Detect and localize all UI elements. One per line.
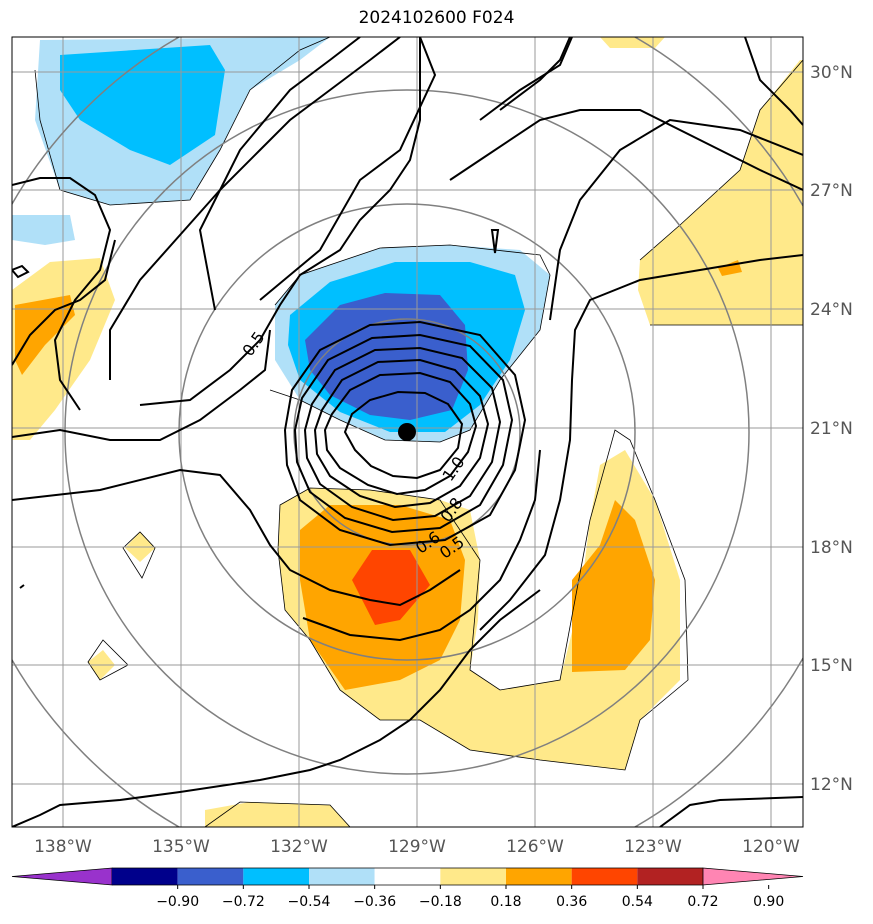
lon-label: 129°W xyxy=(388,837,446,857)
lon-label: 135°W xyxy=(152,837,210,857)
lon-label: 138°W xyxy=(34,837,92,857)
storm-center-marker xyxy=(398,423,416,441)
colorbar-tick-label: −0.90 xyxy=(156,894,199,910)
colorbar-swatch xyxy=(309,868,375,885)
colorbar-swatch xyxy=(506,868,572,885)
lat-label: 27°N xyxy=(810,181,853,201)
lat-label: 18°N xyxy=(810,538,853,558)
positive-shading xyxy=(12,37,803,827)
colorbar-tick-label: 0.18 xyxy=(490,894,521,910)
colorbar-tick-label: 0.36 xyxy=(556,894,587,910)
lon-label: 123°W xyxy=(624,837,682,857)
colorbar-swatch xyxy=(243,868,309,885)
colorbar-tick-label: 0.54 xyxy=(622,894,653,910)
colorbar-tick-label: 0.90 xyxy=(753,894,784,910)
colorbar-tick-label: −0.72 xyxy=(222,894,265,910)
colorbar: −0.90 −0.72 −0.54 −0.36 −0.18 0.18 0.36 0.54 0.7… xyxy=(11,867,804,910)
longitude-labels: 138°W 135°W 132°W 129°W 126°W 123°W 120°… xyxy=(34,837,800,857)
lat-label: 21°N xyxy=(810,419,853,439)
colorbar-tick-label: 0.72 xyxy=(687,894,718,910)
map-frame xyxy=(11,36,804,828)
lat-label: 12°N xyxy=(810,775,853,795)
map-title: 2024102600 F024 xyxy=(358,8,515,28)
colorbar-swatch xyxy=(440,868,506,885)
bold-contours xyxy=(12,37,803,827)
lon-label: 126°W xyxy=(506,837,564,857)
lat-label: 30°N xyxy=(810,63,853,83)
colorbar-swatch xyxy=(112,868,178,885)
colorbar-swatch xyxy=(374,868,441,885)
colorbar-swatch xyxy=(177,868,244,885)
negative-shading xyxy=(12,37,550,442)
colorbar-tick-label: −0.18 xyxy=(419,894,462,910)
lon-label: 132°W xyxy=(270,837,328,857)
lon-label: 120°W xyxy=(742,837,800,857)
colorbar-extend-high xyxy=(702,867,804,886)
latitude-labels: 30°N 27°N 24°N 21°N 18°N 15°N 12°N xyxy=(810,63,853,795)
colorbar-swatch xyxy=(637,868,703,885)
lat-label: 24°N xyxy=(810,300,853,320)
colorbar-extend-low xyxy=(11,867,113,886)
colorbar-tick-label: −0.54 xyxy=(288,894,331,910)
lat-label: 15°N xyxy=(810,656,853,676)
map-plot-area: 0.5 1.0 0.8 0.6 0.5 xyxy=(12,37,803,827)
colorbar-tick-label: −0.36 xyxy=(353,894,396,910)
colorbar-swatch xyxy=(571,868,638,885)
